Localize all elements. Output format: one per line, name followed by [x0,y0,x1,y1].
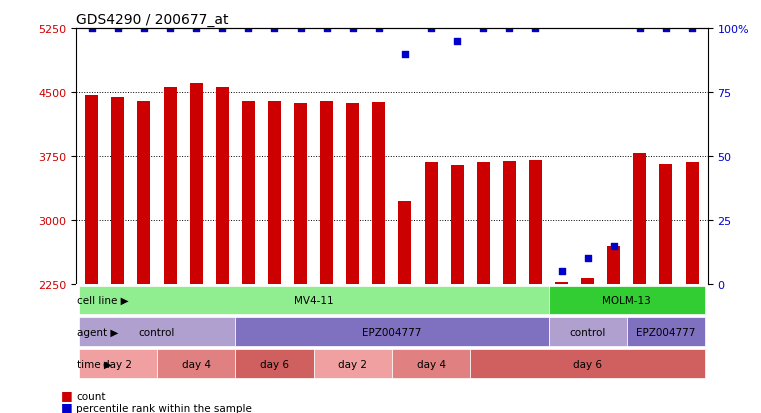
Point [556,268,568,275]
Text: day 4: day 4 [182,359,211,369]
Text: day 4: day 4 [416,359,446,369]
FancyBboxPatch shape [392,350,470,378]
Bar [346,104,359,284]
Point [112,26,124,32]
Point [634,26,646,32]
Text: percentile rank within the sample: percentile rank within the sample [76,403,252,413]
Point [216,26,228,32]
Text: ■: ■ [61,388,72,401]
Bar [451,166,463,284]
Point [608,242,620,249]
FancyBboxPatch shape [78,286,549,315]
Point [399,51,411,58]
Bar [189,83,202,284]
Text: day 6: day 6 [573,359,602,369]
Text: GDS4290 / 200677_at: GDS4290 / 200677_at [76,12,228,26]
FancyBboxPatch shape [549,318,627,347]
Text: day 6: day 6 [260,359,289,369]
Bar [215,88,229,284]
Bar [476,163,490,284]
Bar [294,104,307,284]
Text: time ▶: time ▶ [77,359,112,369]
FancyBboxPatch shape [157,350,235,378]
Bar [555,282,568,284]
Point [190,26,202,32]
Text: count: count [76,391,106,401]
Text: day 2: day 2 [103,359,132,369]
Point [138,26,150,32]
Bar [581,278,594,284]
FancyBboxPatch shape [549,286,705,315]
Point [425,26,437,32]
Bar [268,102,281,284]
Text: day 2: day 2 [338,359,368,369]
Bar [633,154,646,284]
Bar [425,163,438,284]
Point [503,26,515,32]
Text: agent ▶: agent ▶ [77,327,118,337]
Text: MOLM-13: MOLM-13 [603,295,651,305]
Point [581,255,594,262]
Point [660,26,672,32]
Point [295,26,307,32]
Bar [503,161,516,284]
Text: control: control [569,327,606,337]
Point [242,26,254,32]
Point [86,26,98,32]
Point [269,26,281,32]
Point [686,26,698,32]
Text: cell line ▶: cell line ▶ [77,295,129,305]
Bar [164,88,177,284]
Bar [660,165,673,284]
Bar [529,161,542,284]
Bar [320,102,333,284]
Text: EPZ004777: EPZ004777 [362,327,422,337]
Bar [242,102,255,284]
Point [477,26,489,32]
Bar [372,103,385,284]
Bar [399,202,412,284]
Point [373,26,385,32]
FancyBboxPatch shape [78,318,235,347]
Point [530,26,542,32]
Text: EPZ004777: EPZ004777 [636,327,696,337]
Bar [138,102,151,284]
Text: control: control [139,327,175,337]
FancyBboxPatch shape [314,350,392,378]
Point [347,26,359,32]
Point [320,26,333,32]
FancyBboxPatch shape [235,350,314,378]
FancyBboxPatch shape [78,350,157,378]
Bar [607,246,620,284]
Bar [686,163,699,284]
FancyBboxPatch shape [235,318,549,347]
Point [164,26,176,32]
FancyBboxPatch shape [470,350,705,378]
Bar [111,98,124,284]
Text: MV4-11: MV4-11 [294,295,333,305]
FancyBboxPatch shape [627,318,705,347]
Point [451,38,463,45]
Text: ■: ■ [61,400,72,413]
Bar [85,95,98,284]
